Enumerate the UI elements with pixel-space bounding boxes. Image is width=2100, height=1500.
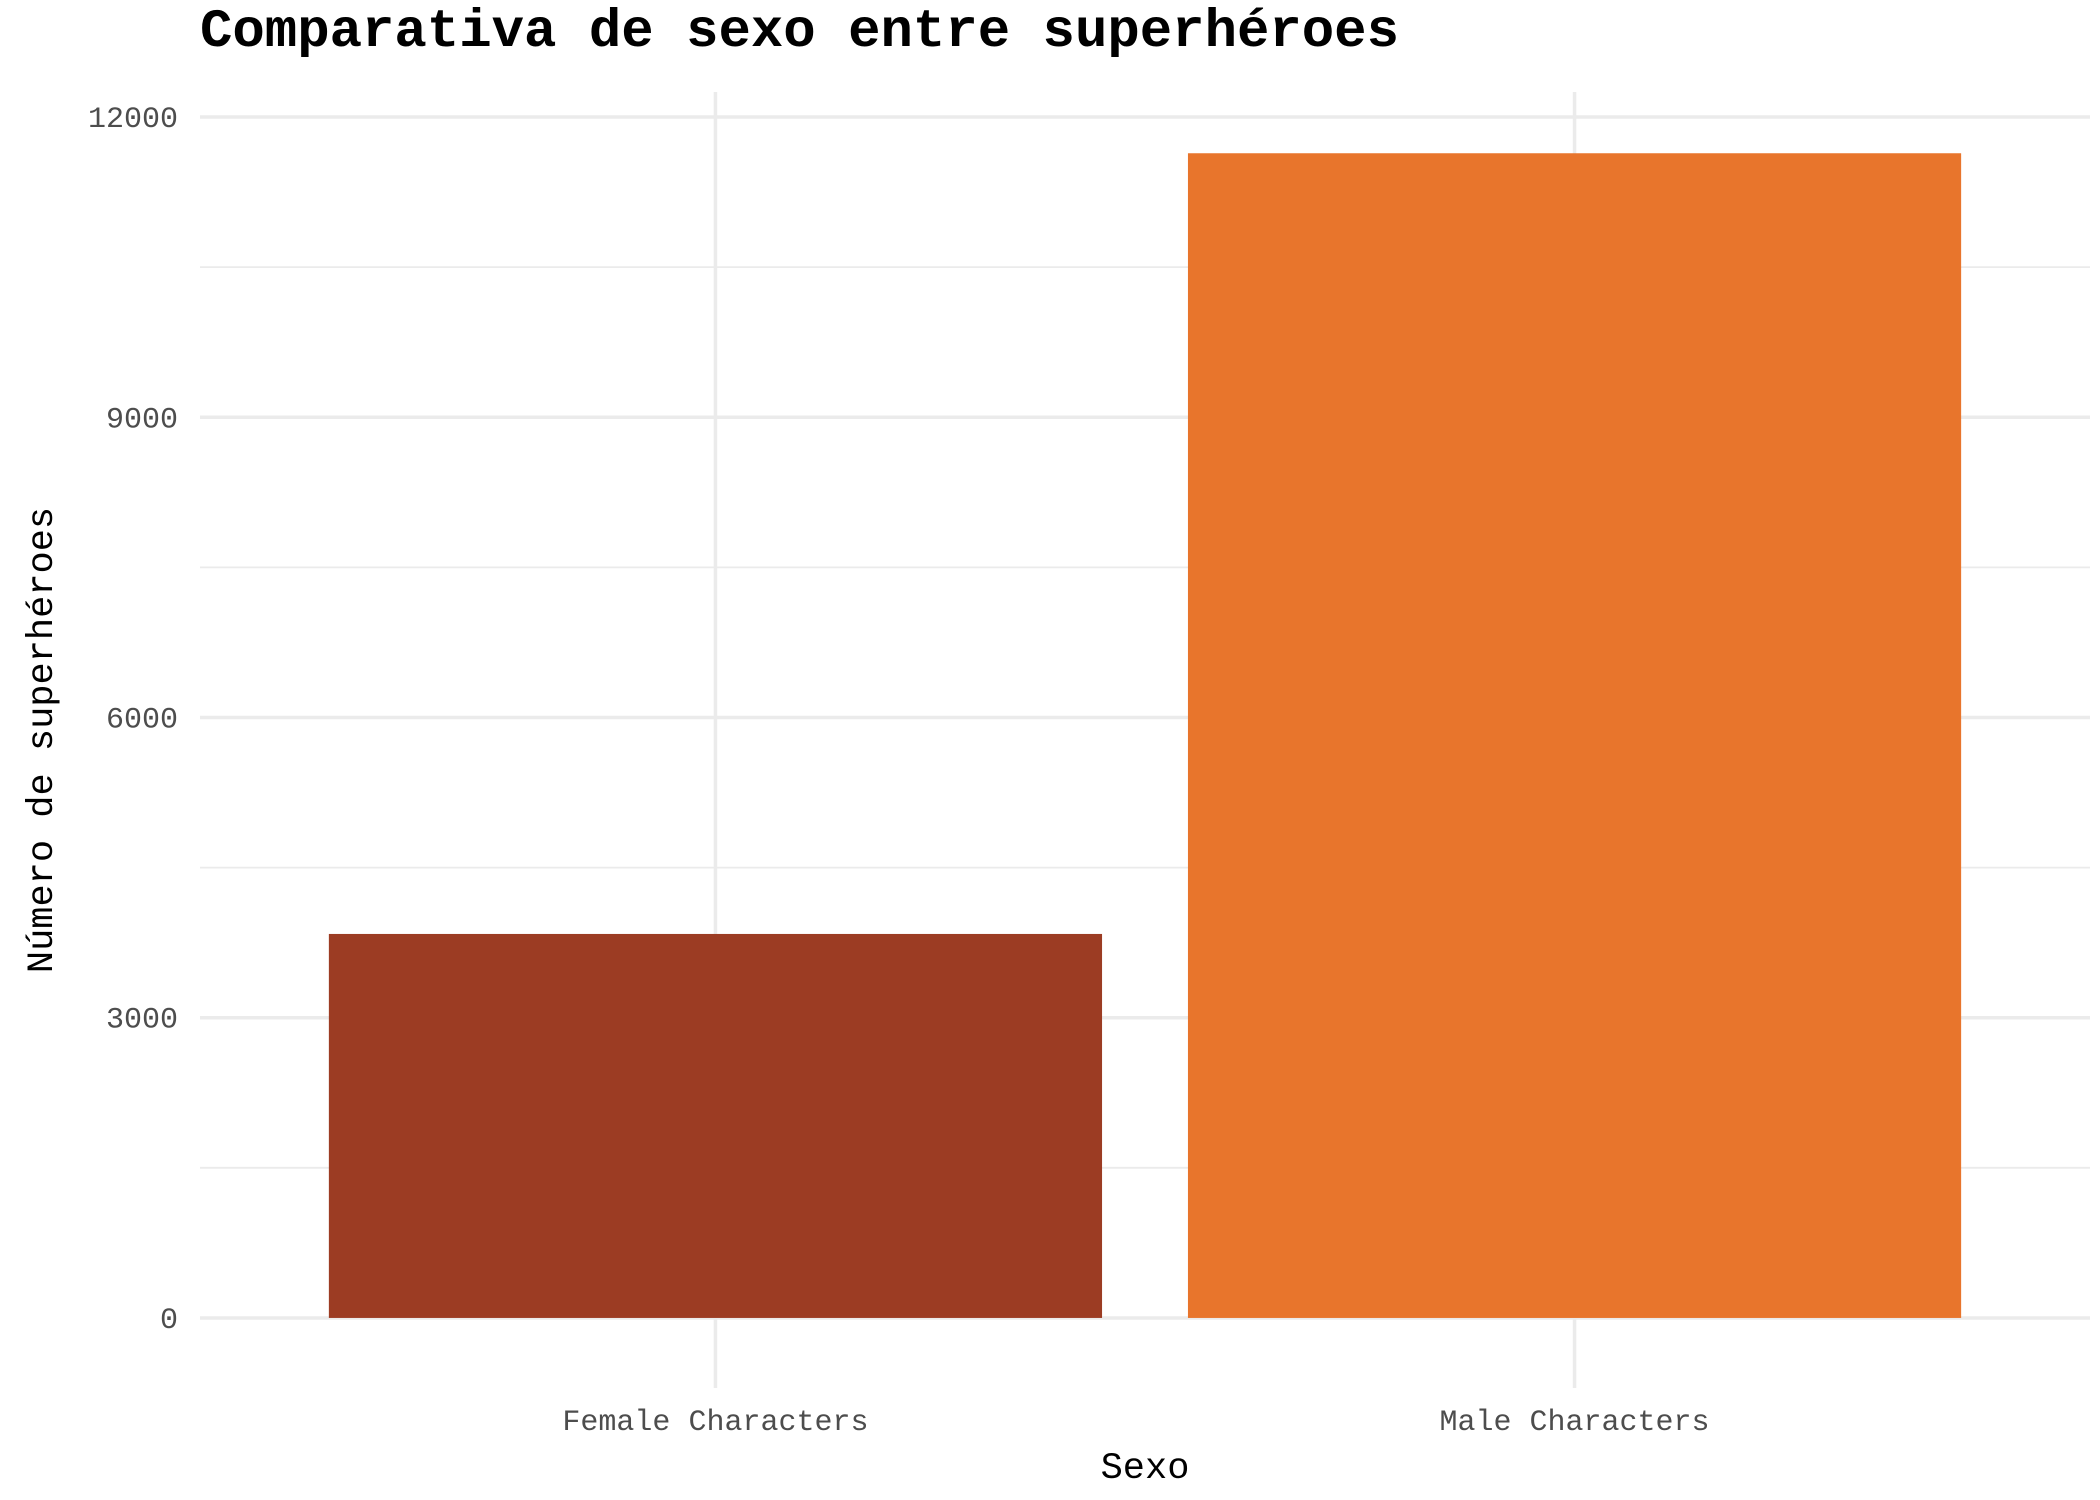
y-tick-label: 3000 — [106, 1004, 178, 1038]
y-tick-label: 6000 — [106, 703, 178, 737]
bars — [328, 153, 1962, 1318]
x-axis-title: Sexo — [1101, 1448, 1190, 1490]
y-axis-title: Número de superhéroes — [22, 507, 64, 973]
bar-male-characters — [1187, 153, 1962, 1318]
x-axis-ticks: Female Characters Male Characters — [562, 1406, 1709, 1440]
y-tick-label: 0 — [160, 1304, 178, 1338]
x-tick-label: Male Characters — [1440, 1406, 1710, 1440]
y-tick-label: 9000 — [106, 403, 178, 437]
chart-title: Comparativa de sexo entre superhéroes — [200, 2, 1399, 63]
y-tick-label: 12000 — [88, 103, 178, 137]
y-axis-ticks: 0 3000 6000 9000 12000 — [88, 103, 178, 1338]
bar-female-characters — [328, 933, 1103, 1318]
x-tick-label: Female Characters — [562, 1406, 868, 1440]
